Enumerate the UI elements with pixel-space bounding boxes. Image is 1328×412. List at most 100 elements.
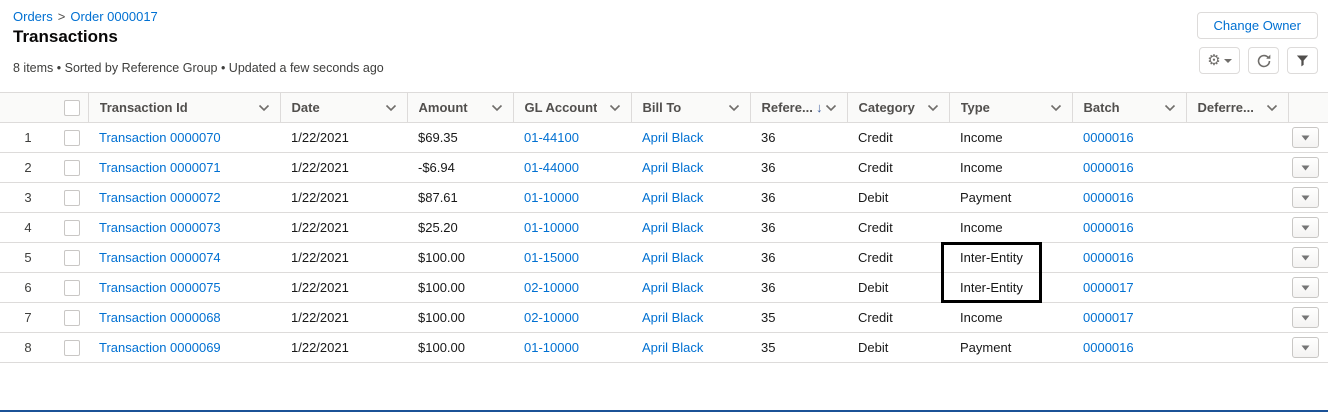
table-row: 8 Transaction 0000069 1/22/2021 $100.00 01-1… [0,332,1328,363]
batch-link[interactable]: 0000016 [1083,160,1134,175]
cell-transaction-id: Transaction 0000071 [88,152,280,183]
gl-account-link[interactable]: 01-44100 [524,130,579,145]
bill-to-link[interactable]: April Black [642,130,704,145]
batch-link[interactable]: 0000016 [1083,190,1134,205]
triangle-down-icon [1301,225,1310,230]
gl-account-link[interactable]: 01-44000 [524,160,579,175]
column-header-transaction-id[interactable]: Transaction Id [87,92,280,123]
row-actions-button[interactable] [1292,157,1319,178]
chevron-down-icon [927,104,938,111]
change-owner-button[interactable]: Change Owner [1196,12,1318,39]
caret-down-icon [1223,58,1232,63]
row-actions-button[interactable] [1292,277,1319,298]
row-actions-button[interactable] [1292,307,1319,328]
cell-gl-account: 01-15000 [513,242,631,273]
column-header-checkbox[interactable] [56,92,88,123]
refresh-button[interactable] [1248,47,1279,74]
cell-rownum: 5 [0,242,56,273]
gl-account-link[interactable]: 02-10000 [524,280,579,295]
column-header-date[interactable]: Date [279,92,407,123]
row-actions-button[interactable] [1292,187,1319,208]
cell-gl-account: 02-10000 [513,302,631,333]
row-checkbox[interactable] [64,279,80,296]
transaction-id-link[interactable]: Transaction 0000075 [99,280,221,295]
chevron-down-icon [1164,104,1175,111]
row-checkbox[interactable] [64,159,80,176]
transaction-id-link[interactable]: Transaction 0000069 [99,340,221,355]
cell-transaction-id: Transaction 0000069 [88,332,280,363]
column-header-amount[interactable]: Amount [406,92,513,123]
transaction-id-link[interactable]: Transaction 0000070 [99,130,221,145]
filter-button[interactable] [1287,47,1318,74]
batch-link[interactable]: 0000016 [1083,250,1134,265]
select-all-checkbox[interactable] [63,99,80,116]
cell-reference: 36 [750,212,847,243]
row-checkbox[interactable] [64,339,80,356]
row-checkbox[interactable] [64,189,80,206]
gl-account-link[interactable]: 01-10000 [524,190,579,205]
column-header-batch[interactable]: Batch [1071,92,1186,123]
row-actions-button[interactable] [1292,217,1319,238]
gl-account-link[interactable]: 02-10000 [524,310,579,325]
column-header-bill-to[interactable]: Bill To [630,92,750,123]
transaction-id-link[interactable]: Transaction 0000074 [99,250,221,265]
cell-date: 1/22/2021 [280,302,407,333]
cell-category: Credit [847,152,949,183]
cell-batch: 0000016 [1072,242,1186,273]
bill-to-link[interactable]: April Black [642,160,704,175]
column-header-deferred[interactable]: Deferre... [1185,92,1288,123]
row-actions-button[interactable] [1292,127,1319,148]
bill-to-link[interactable]: April Black [642,190,704,205]
cell-category: Debit [847,272,949,303]
bill-to-link[interactable]: April Black [642,220,704,235]
transaction-id-link[interactable]: Transaction 0000072 [99,190,221,205]
column-header-gl-account[interactable]: GL Account [512,92,631,123]
batch-link[interactable]: 0000017 [1083,280,1134,295]
triangle-down-icon [1301,345,1310,350]
cell-deferred [1186,182,1288,213]
bill-to-link[interactable]: April Black [642,340,704,355]
gl-account-link[interactable]: 01-10000 [524,220,579,235]
transaction-id-link[interactable]: Transaction 0000073 [99,220,221,235]
row-actions-button[interactable] [1292,247,1319,268]
transaction-id-link[interactable]: Transaction 0000071 [99,160,221,175]
cell-batch: 0000016 [1072,182,1186,213]
row-checkbox[interactable] [64,249,80,266]
row-checkbox[interactable] [64,219,80,236]
batch-link[interactable]: 0000017 [1083,310,1134,325]
cell-type: Income [949,212,1072,243]
column-label: Bill To [642,100,682,115]
bill-to-link[interactable]: April Black [642,280,704,295]
cell-checkbox [56,152,88,183]
cell-type: Income [949,302,1072,333]
bill-to-link[interactable]: April Black [642,310,704,325]
cell-type: Income [949,152,1072,183]
row-checkbox[interactable] [64,309,80,326]
gl-account-link[interactable]: 01-10000 [524,340,579,355]
triangle-down-icon [1301,165,1310,170]
cell-actions [1288,302,1328,333]
transaction-id-link[interactable]: Transaction 0000068 [99,310,221,325]
cell-gl-account: 01-44000 [513,152,631,183]
batch-link[interactable]: 0000016 [1083,340,1134,355]
cell-reference: 36 [750,182,847,213]
column-header-type[interactable]: Type [948,92,1072,123]
bill-to-link[interactable]: April Black [642,250,704,265]
breadcrumb-orders-link[interactable]: Orders [13,9,53,24]
batch-link[interactable]: 0000016 [1083,130,1134,145]
row-checkbox[interactable] [64,129,80,146]
table-row: 4 Transaction 0000073 1/22/2021 $25.20 01-10… [0,212,1328,243]
list-view-controls-button[interactable]: ⚙ [1199,47,1240,74]
breadcrumb-order-link[interactable]: Order 0000017 [70,9,158,24]
column-header-reference[interactable]: Refere... ↓ [749,92,847,123]
gl-account-link[interactable]: 01-15000 [524,250,579,265]
batch-link[interactable]: 0000016 [1083,220,1134,235]
cell-bill-to: April Black [631,122,750,153]
row-actions-button[interactable] [1292,337,1319,358]
cell-batch: 0000017 [1072,302,1186,333]
chevron-down-icon [258,104,269,111]
triangle-down-icon [1301,135,1310,140]
column-header-category[interactable]: Category [846,92,949,123]
column-label: Type [960,100,990,115]
